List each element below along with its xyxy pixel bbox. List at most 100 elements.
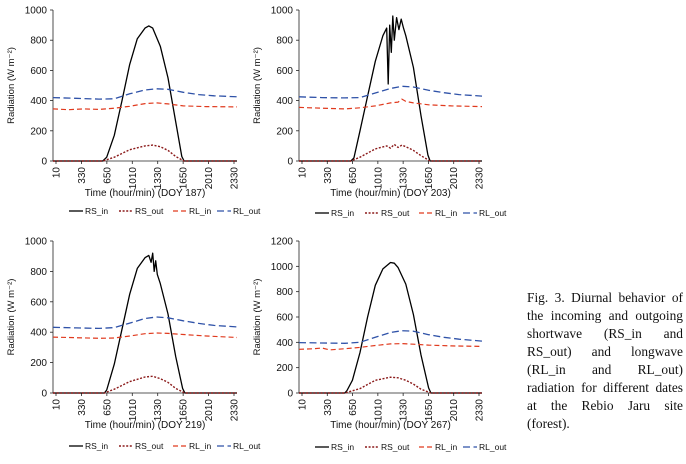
chart-panel-4: 0 200 400 600 800 1000 1200 10 330 650 1010 1330 165… <box>252 237 507 453</box>
y-tick-label: 400 <box>276 338 293 349</box>
x-tick-label: 1650 <box>179 399 190 422</box>
x-tick-label: 1010 <box>128 399 139 422</box>
legend-label: RS_out <box>135 441 164 451</box>
x-tick-label: 1330 <box>153 399 164 422</box>
chart-panel-3: 0 200 400 600 800 1000 10 330 650 1010 1330 1650 201… <box>6 237 261 452</box>
x-tick-label: 2330 <box>230 399 241 422</box>
y-tick-label: 600 <box>276 313 293 324</box>
y-tick-label: 1200 <box>271 237 294 248</box>
x-tick-label: 330 <box>77 167 88 184</box>
x-tick-label: 1010 <box>373 167 384 190</box>
y-tick-label: 0 <box>41 389 47 400</box>
y-tick-label: 800 <box>30 267 47 278</box>
legend-label: RS_in <box>331 442 354 452</box>
y-tick-label: 800 <box>30 36 47 47</box>
legend-label: RL_out <box>479 208 507 218</box>
x-tick-label: 10 <box>298 167 309 179</box>
x-tick-label: 1330 <box>153 167 164 190</box>
x-tick-label: 1650 <box>424 399 435 422</box>
legend-label: RL_in <box>435 208 457 218</box>
x-tick-label: 330 <box>323 399 334 416</box>
x-tick-label: 650 <box>102 399 113 416</box>
y-tick-label: 600 <box>30 297 47 308</box>
x-tick-label: 330 <box>77 399 88 416</box>
y-tick-label: 200 <box>30 126 47 137</box>
y-axis-title: Radiation (W m⁻²) <box>6 279 17 356</box>
y-tick-label: 800 <box>276 287 293 298</box>
y-tick-label: 1000 <box>271 6 294 17</box>
legend-label: RL_out <box>233 206 261 216</box>
legend-label: RS_out <box>381 442 410 452</box>
legend-label: RL_in <box>189 206 211 216</box>
y-tick-label: 400 <box>30 328 47 339</box>
x-tick-label: 1650 <box>424 167 435 190</box>
legend-label: RS_in <box>85 206 108 216</box>
x-tick-label: 2010 <box>449 167 460 190</box>
legend: RS_in RS_out RL_in RL_out <box>315 208 507 218</box>
x-tick-label: 2330 <box>475 167 486 190</box>
series-line-rs-in <box>53 25 237 162</box>
y-tick-label: 600 <box>30 66 47 77</box>
legend-label: RS_out <box>135 206 164 216</box>
series-line-rs-in <box>299 261 482 394</box>
y-tick-label: 0 <box>287 157 293 168</box>
y-tick-label: 600 <box>276 66 293 77</box>
y-tick-label: 0 <box>41 157 47 168</box>
x-tick-label: 1010 <box>128 167 139 190</box>
x-tick-label: 1010 <box>373 399 384 422</box>
figure-caption: Fig. 3. Diurnal behavior of the incoming… <box>527 290 683 431</box>
series-line-rs-out <box>53 144 237 162</box>
legend-label: RL_in <box>189 441 211 451</box>
legend: RS_in RS_out RL_in RL_out <box>69 441 261 451</box>
x-tick-label: 2330 <box>475 399 486 422</box>
legend-label: RS_in <box>85 441 108 451</box>
x-tick-label: 2010 <box>204 399 215 422</box>
x-tick-label: 2010 <box>204 167 215 190</box>
series-line-rs-out <box>53 375 237 394</box>
legend-label: RL_out <box>479 442 507 452</box>
series-line-rl-in <box>298 343 483 351</box>
x-tick-label: 650 <box>348 399 359 416</box>
x-tick-label: 650 <box>348 167 359 184</box>
chart-panel-2: 0 200 400 600 800 1000 10 330 650 1010 1330 1650 201… <box>252 6 507 219</box>
y-tick-label: 1000 <box>25 237 48 248</box>
legend-label: RL_in <box>435 442 457 452</box>
series-line-rs-in <box>299 15 482 162</box>
x-tick-label: 10 <box>52 167 63 179</box>
x-tick-label: 1330 <box>399 399 410 422</box>
series-line-rl-out <box>52 88 238 100</box>
x-axis-title: Time (hour/min) (DOY 267) <box>330 420 451 431</box>
legend: RS_in RS_out RL_in RL_out <box>69 206 261 216</box>
series-line-rl-in <box>298 98 483 110</box>
series-line-rs-out <box>299 376 482 394</box>
x-tick-label: 2330 <box>230 167 241 190</box>
x-tick-label: 330 <box>323 167 334 184</box>
x-tick-label: 10 <box>52 399 63 411</box>
y-tick-label: 800 <box>276 36 293 47</box>
y-tick-label: 1000 <box>25 6 48 17</box>
y-tick-label: 200 <box>30 358 47 369</box>
legend-label: RS_in <box>331 208 354 218</box>
y-axis-title: Radiation (W m⁻²) <box>252 279 263 356</box>
legend-label: RL_out <box>233 441 261 451</box>
series-line-rl-out <box>298 330 483 344</box>
chart-panel-1: 0 200 400 600 800 1000 10 330 650 1010 1330 1650 201… <box>6 6 261 217</box>
x-axis-title: Time (hour/min) (DOY 203) <box>330 188 451 199</box>
y-tick-label: 1000 <box>271 262 294 273</box>
x-tick-label: 650 <box>102 167 113 184</box>
y-axis-title: Radiation (W m⁻²) <box>252 47 263 124</box>
series-line-rl-in <box>52 102 238 111</box>
legend-label: RS_out <box>381 208 410 218</box>
series-line-rs-in <box>53 252 237 394</box>
y-tick-label: 400 <box>30 96 47 107</box>
x-tick-label: 1650 <box>179 167 190 190</box>
series-line-rl-out <box>52 316 238 330</box>
y-tick-label: 0 <box>287 389 293 400</box>
x-axis-title: Time (hour/min) (DOY 187) <box>85 188 206 199</box>
series-line-rl-in <box>52 332 238 339</box>
y-tick-label: 200 <box>276 126 293 137</box>
series-line-rs-out <box>299 143 482 162</box>
x-tick-label: 10 <box>298 399 309 411</box>
y-axis-title: Radiation (W m⁻²) <box>6 47 17 124</box>
y-tick-label: 400 <box>276 96 293 107</box>
